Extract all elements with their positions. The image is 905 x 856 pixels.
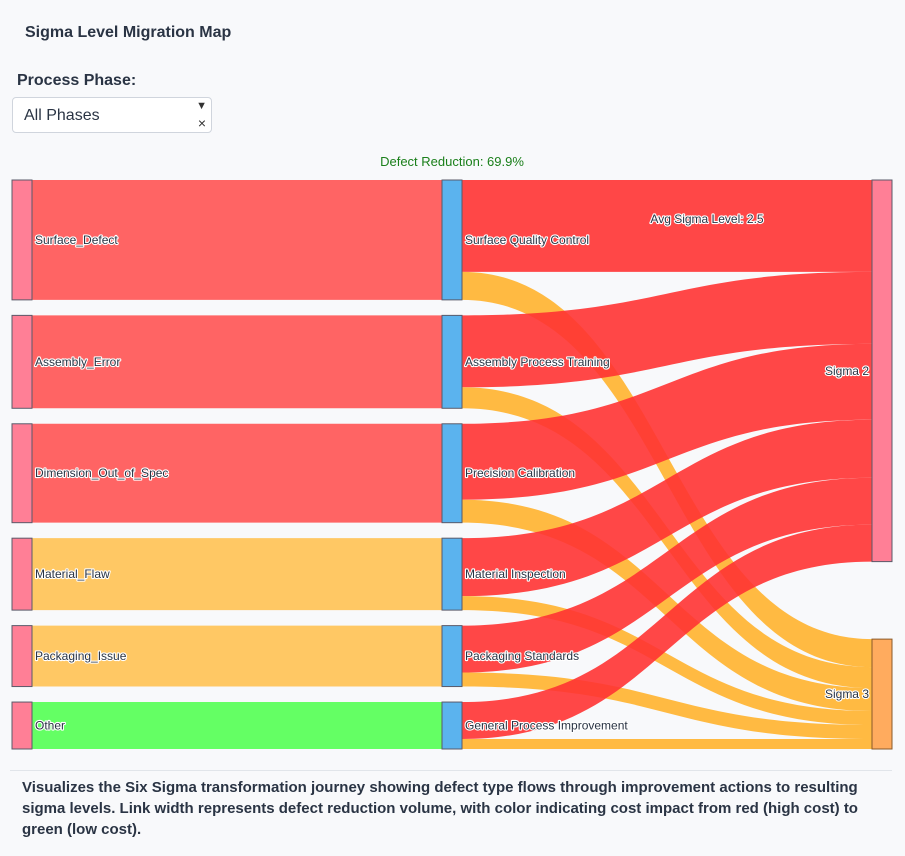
link-general-process-improvement-to-sigma-3[interactable] <box>462 739 872 749</box>
node-dimension-out-of-spec[interactable] <box>11 423 33 524</box>
node-label-surface-quality-control: Surface Quality Control <box>465 233 589 247</box>
node-label-packaging-standards: Packaging Standards <box>465 649 579 663</box>
link-surface-defect-to-surface-quality-control[interactable] <box>32 180 442 300</box>
link-material-flaw-to-material-inspection[interactable] <box>32 538 442 611</box>
process-phase-label: Process Phase: <box>17 72 137 89</box>
node-sigma-3[interactable] <box>871 638 893 750</box>
node-precision-calibration[interactable] <box>441 423 463 524</box>
link-assembly-error-to-assembly-process-training[interactable] <box>32 315 442 409</box>
chart-description: Visualizes the Six Sigma transformation … <box>22 779 858 838</box>
node-label-material-flaw: Material_Flaw <box>35 567 110 581</box>
node-label-assembly-process-training: Assembly Process Training <box>465 355 610 369</box>
link-material-inspection-to-sigma-3[interactable] <box>462 596 872 726</box>
node-assembly-error[interactable] <box>11 314 33 409</box>
node-label-sigma-2: Sigma 2 <box>825 364 869 378</box>
node-material-flaw[interactable] <box>11 537 33 611</box>
node-surface-defect[interactable] <box>11 179 33 301</box>
node-sigma-2[interactable] <box>871 179 893 563</box>
node-label-other: Other <box>35 719 65 733</box>
link-dimension-out-of-spec-to-precision-calibration[interactable] <box>32 423 442 523</box>
sankey-chart: Surface_Defect Assembly_Error Dimension_Ou… <box>11 154 893 750</box>
nodes-layer <box>11 179 893 750</box>
clear-icon[interactable]: × <box>197 115 206 131</box>
chart-description-panel: Visualizes the Six Sigma transformation … <box>10 770 892 855</box>
link-material-inspection-to-sigma-2[interactable] <box>462 419 872 597</box>
link-general-process-improvement-to-sigma-2[interactable] <box>462 524 872 740</box>
link-surface-quality-control-to-sigma-2[interactable] <box>462 180 872 272</box>
link-packaging-issue-to-packaging-standards[interactable] <box>32 625 442 687</box>
node-label-general-process-improvement: General Process Improvement <box>465 719 628 733</box>
defect-reduction-annotation: Defect Reduction: 69.9% <box>380 154 524 169</box>
link-assembly-process-training-to-sigma-2[interactable] <box>462 271 872 388</box>
link-precision-calibration-to-sigma-3[interactable] <box>462 499 872 712</box>
link-assembly-process-training-to-sigma-3[interactable] <box>462 387 872 689</box>
node-label-dimension-out-of-spec: Dimension_Out_of_Spec <box>35 466 168 480</box>
process-phase-dropdown[interactable]: All Phases ▼ × <box>12 97 212 133</box>
process-phase-selected-value: All Phases <box>24 107 100 124</box>
node-assembly-process-training[interactable] <box>441 314 463 409</box>
node-material-inspection[interactable] <box>441 537 463 611</box>
node-packaging-standards[interactable] <box>441 625 463 688</box>
node-packaging-issue[interactable] <box>11 625 33 688</box>
link-other-to-general-process-improvement[interactable] <box>32 702 442 749</box>
link-precision-calibration-to-sigma-2[interactable] <box>462 343 872 500</box>
node-general-process-improvement[interactable] <box>441 701 463 750</box>
node-label-assembly-error: Assembly_Error <box>35 355 120 369</box>
labels-layer: Surface_Defect Assembly_Error Dimension_Ou… <box>34 232 871 734</box>
node-label-precision-calibration: Precision Calibration <box>465 466 575 480</box>
node-other[interactable] <box>11 701 33 750</box>
link-surface-quality-control-to-sigma-3[interactable] <box>462 271 872 668</box>
node-surface-quality-control[interactable] <box>441 179 463 301</box>
page-title: Sigma Level Migration Map <box>25 24 232 41</box>
node-label-material-inspection: Material Inspection <box>465 567 566 581</box>
links-layer <box>32 180 872 749</box>
link-packaging-standards-to-sigma-2[interactable] <box>462 477 872 673</box>
avg-sigma-annotation: Avg Sigma Level: 2.5 <box>650 212 764 226</box>
node-label-surface-defect: Surface_Defect <box>35 233 118 247</box>
caret-down-icon[interactable]: ▼ <box>196 100 207 112</box>
node-label-sigma-3: Sigma 3 <box>825 687 869 701</box>
node-label-packaging-issue: Packaging_Issue <box>35 649 127 663</box>
